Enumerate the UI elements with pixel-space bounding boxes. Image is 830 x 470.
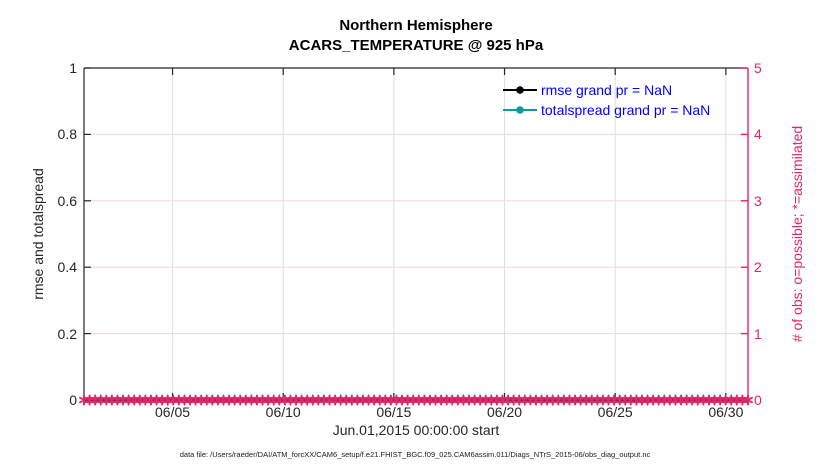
right-y-tick-label: 4 <box>754 126 762 143</box>
left-y-tick-label: 0.6 <box>57 192 77 209</box>
right-y-tick-label: 5 <box>754 60 762 76</box>
right-y-tick-label: 1 <box>754 325 762 342</box>
x-tick-label: 06/15 <box>376 404 412 420</box>
figure-title-region: Northern Hemisphere <box>339 17 493 34</box>
right-y-tick-label: 3 <box>754 192 762 209</box>
x-tick-label: 06/30 <box>708 404 744 420</box>
x-tick-label: 06/05 <box>155 404 191 420</box>
assimilated-obs-asterisk-markers <box>79 394 753 406</box>
left-y-tick-label: 0.8 <box>57 126 77 143</box>
figure-title-variable: ACARS_TEMPERATURE @ 925 hPa <box>288 37 544 54</box>
left-y-tick-label: 1 <box>69 60 77 76</box>
right-y-axis-label: # of obs: o=possible; *=assimilated <box>789 125 805 343</box>
data-file-caption: data file: /Users/raeder/DAI/ATM_forcXX/… <box>179 450 651 459</box>
x-tick-label: 06/25 <box>597 404 633 420</box>
left-y-tick-label: 0.4 <box>57 259 77 276</box>
right-y-tick-label: 0 <box>754 392 762 408</box>
legend-entry-rmse: rmse grand pr = NaN <box>541 82 673 98</box>
left-y-tick-label: 0 <box>69 392 77 408</box>
left-y-tick-label: 0.2 <box>57 325 77 342</box>
x-tick-label: 06/10 <box>265 404 301 420</box>
x-axis-label: Jun.01,2015 00:00:00 start <box>332 422 500 438</box>
legend-entry-totalspread: totalspread grand pr = NaN <box>541 102 711 118</box>
left-y-axis-label: rmse and totalspread <box>30 168 46 300</box>
x-tick-label: 06/20 <box>487 404 523 420</box>
right-y-tick-label: 2 <box>754 259 762 276</box>
